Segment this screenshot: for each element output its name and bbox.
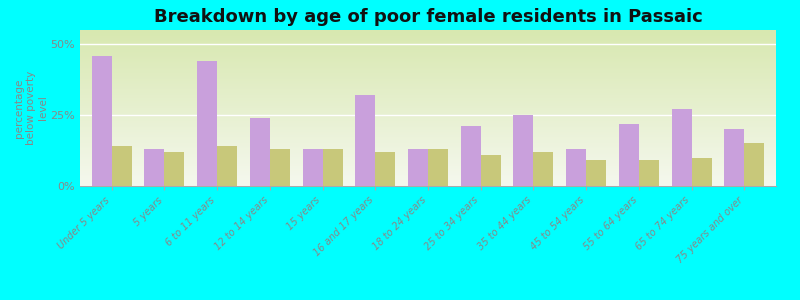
Bar <box>92 56 112 186</box>
Bar <box>586 160 606 186</box>
Bar <box>270 149 290 186</box>
Bar <box>744 143 765 186</box>
Bar <box>619 124 639 186</box>
Bar <box>428 149 448 186</box>
Bar <box>112 146 132 186</box>
Bar <box>692 158 712 186</box>
Bar <box>566 149 586 186</box>
Title: Breakdown by age of poor female residents in Passaic: Breakdown by age of poor female resident… <box>154 8 702 26</box>
Bar <box>375 152 395 186</box>
Bar <box>461 126 481 186</box>
Bar <box>672 110 692 186</box>
Bar <box>408 149 428 186</box>
Bar <box>481 155 501 186</box>
Bar <box>250 118 270 186</box>
Bar <box>302 149 322 186</box>
Bar <box>197 61 217 186</box>
Bar <box>534 152 554 186</box>
Bar <box>144 149 164 186</box>
Bar <box>724 129 744 186</box>
Bar <box>322 149 342 186</box>
Bar <box>514 115 534 186</box>
Bar <box>639 160 659 186</box>
Bar <box>164 152 184 186</box>
Bar <box>355 95 375 186</box>
Bar <box>217 146 237 186</box>
Y-axis label: percentage
below poverty
level: percentage below poverty level <box>14 71 48 145</box>
